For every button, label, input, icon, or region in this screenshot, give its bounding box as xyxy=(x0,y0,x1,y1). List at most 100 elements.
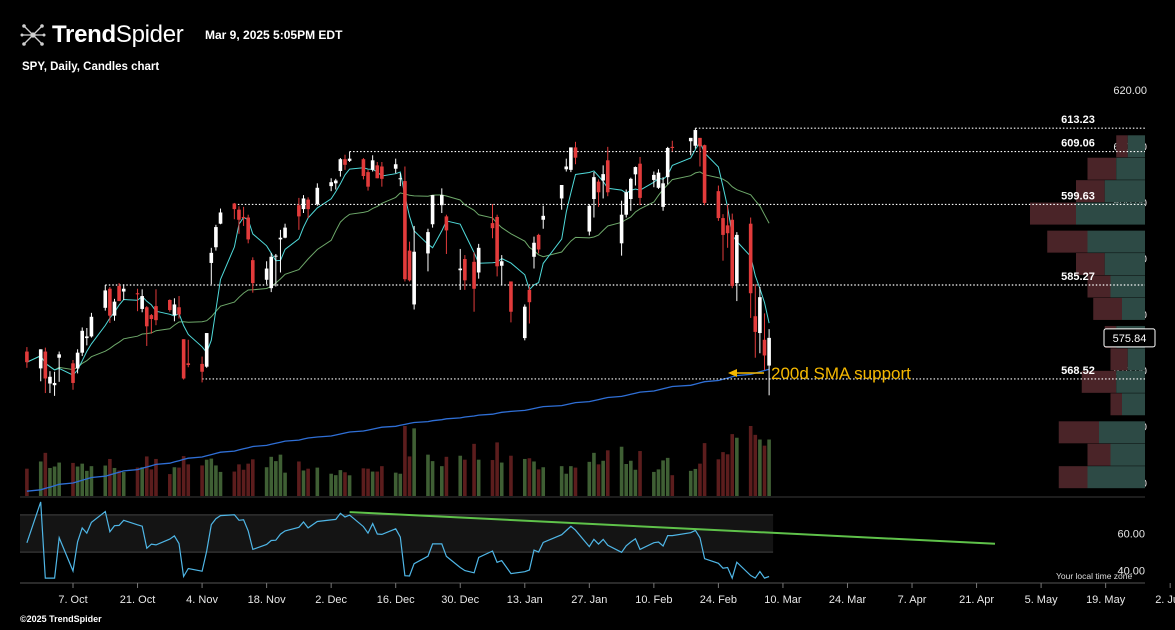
candle-body xyxy=(347,158,352,161)
volume-bar xyxy=(283,472,287,496)
candle xyxy=(688,137,693,156)
volume-bar xyxy=(25,468,29,496)
candle-body xyxy=(117,285,121,302)
candle-body xyxy=(559,184,564,199)
x-tick-label: 21. Oct xyxy=(120,594,155,606)
candle-body xyxy=(297,205,301,217)
candle-body xyxy=(527,289,532,303)
candle-body xyxy=(721,218,725,235)
x-tick-label: 27. Jan xyxy=(571,594,607,606)
volume-bar xyxy=(181,456,186,496)
volume-bar xyxy=(499,462,504,496)
candle-body xyxy=(403,181,407,280)
volume-bar xyxy=(370,471,375,496)
volume-bar xyxy=(269,456,274,496)
candle-body xyxy=(573,147,578,158)
candle-body xyxy=(536,234,541,250)
candle-body xyxy=(444,216,449,231)
candle xyxy=(38,349,43,382)
candle-body xyxy=(338,159,343,171)
candle-body xyxy=(532,242,536,257)
candle-body xyxy=(670,146,675,148)
candle-body xyxy=(412,251,416,305)
candle xyxy=(149,313,154,334)
candle-body xyxy=(38,349,43,369)
volume-bar xyxy=(103,465,108,496)
candle xyxy=(269,252,274,293)
sma-mid-line xyxy=(26,171,770,371)
volume-bar xyxy=(366,468,370,496)
candle-body xyxy=(57,354,61,358)
candle xyxy=(375,162,380,179)
x-tick-label: 18. Nov xyxy=(248,594,286,606)
candle-body xyxy=(730,219,735,286)
volume-bar xyxy=(767,439,771,496)
candle xyxy=(490,204,495,239)
candle-body xyxy=(592,177,596,200)
volume-bar xyxy=(652,471,656,496)
x-tick-label: 16. Dec xyxy=(377,594,415,606)
candle xyxy=(601,165,605,199)
rsi-trendline xyxy=(349,511,996,545)
candle-body xyxy=(361,159,366,177)
volume-bar xyxy=(241,469,246,496)
candle xyxy=(297,197,301,230)
candle-body xyxy=(440,195,444,206)
candle xyxy=(748,217,753,318)
candle xyxy=(619,200,624,256)
volume-bar xyxy=(476,459,481,496)
volume-profile-bar-down xyxy=(1093,297,1122,320)
candle-body xyxy=(366,172,370,187)
candle-body xyxy=(80,330,85,353)
candle xyxy=(665,146,670,185)
candle xyxy=(108,287,112,323)
volume-bar xyxy=(702,443,707,496)
volume-bar xyxy=(753,434,758,496)
candle-body xyxy=(702,145,707,203)
volume-profile-bar-up xyxy=(1122,393,1145,416)
candle-body xyxy=(753,316,758,332)
rsi-line xyxy=(26,501,770,580)
volume-profile-bar-up xyxy=(1104,253,1145,276)
candle-body xyxy=(71,363,75,383)
candle xyxy=(172,298,177,322)
candle-body xyxy=(333,180,338,184)
volume-bar xyxy=(490,460,495,496)
volume-profile-bar-up xyxy=(1099,421,1145,444)
candle xyxy=(596,179,601,207)
candle-body xyxy=(43,351,48,379)
volume-bar xyxy=(214,465,218,496)
candle-body xyxy=(269,256,274,289)
volume-bar xyxy=(361,468,366,496)
candle xyxy=(366,169,370,191)
volume-bar xyxy=(407,456,412,496)
candle xyxy=(103,284,108,311)
annotation-arrow-head xyxy=(728,369,737,377)
candle-body xyxy=(605,160,610,193)
candle xyxy=(71,359,75,390)
candle-body xyxy=(407,250,412,281)
candle xyxy=(605,146,610,197)
candle xyxy=(232,202,237,220)
candle xyxy=(536,233,541,254)
candle xyxy=(725,204,730,248)
candle-body xyxy=(665,147,670,178)
x-tick-label: 24. Mar xyxy=(829,594,867,606)
candle xyxy=(370,155,375,172)
volume-bar xyxy=(301,470,306,496)
volume-profile-bar-down xyxy=(1047,230,1088,253)
candle xyxy=(181,339,186,380)
volume-profile-bar-down xyxy=(1081,370,1117,393)
x-tick-label: 10. Mar xyxy=(764,594,802,606)
volume-bar xyxy=(426,454,430,496)
candle-body xyxy=(688,137,693,142)
sma-short-line xyxy=(26,140,770,376)
candle xyxy=(430,195,435,228)
candle-body xyxy=(463,259,467,281)
rsi-tick-label: 40.00 xyxy=(1117,566,1145,578)
candle-body xyxy=(522,306,527,339)
volume-profile-bar-up xyxy=(1087,230,1145,253)
volume-profile xyxy=(1030,135,1145,489)
candle-body xyxy=(472,261,476,289)
